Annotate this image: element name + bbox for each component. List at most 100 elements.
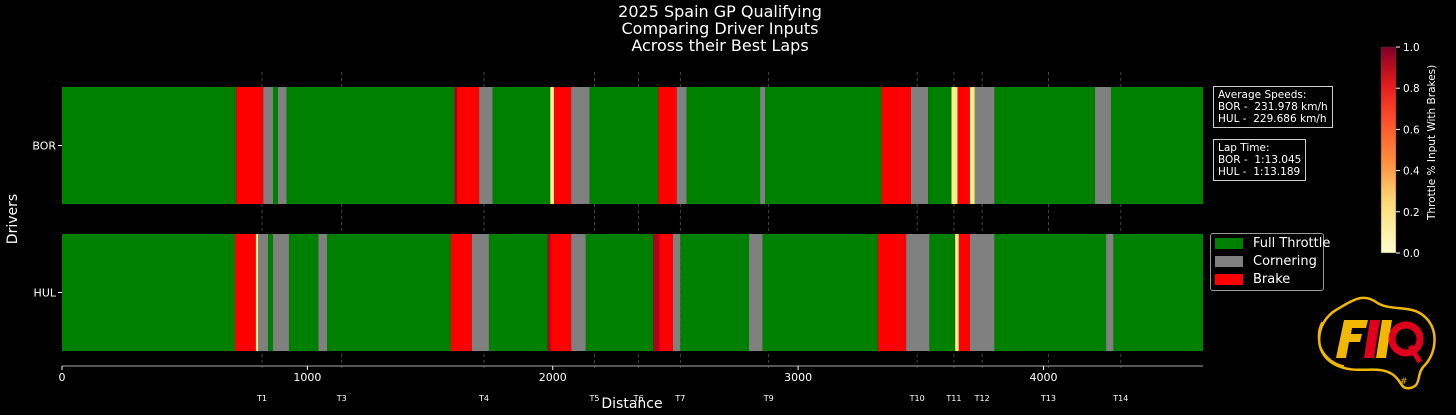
y-axis-label: Drivers — [5, 194, 21, 244]
bar-segment-full — [929, 234, 956, 351]
bar-segment-full — [994, 87, 1096, 204]
bar-segment-brake — [236, 87, 264, 204]
bar-segment-brake — [958, 234, 970, 351]
colorbar-tick-label: 0.0 — [1403, 248, 1420, 260]
bar-segment-partial — [255, 234, 259, 351]
bar-segment-corner — [749, 234, 763, 351]
bar-segment-full — [994, 234, 1107, 351]
corner-label: T12 — [974, 394, 990, 403]
bar-segment-corner — [277, 87, 287, 204]
f1iq-logo: # — [1317, 296, 1436, 390]
bar-segment-brake — [877, 234, 907, 351]
legend-label: Brake — [1253, 272, 1291, 287]
bar-segment-corner — [906, 234, 930, 351]
title-line-2: Comparing Driver Inputs — [621, 19, 819, 38]
corner-label: T7 — [674, 394, 685, 403]
x-tick-label: 1000 — [293, 371, 321, 384]
colorbar-tick-label: 1.0 — [1403, 42, 1420, 54]
bar-segment-full — [585, 234, 654, 351]
corner-label: T3 — [336, 394, 347, 403]
bar-segments — [62, 87, 1203, 351]
bar-segment-full — [273, 87, 278, 204]
colorbar-tick-label: 0.6 — [1403, 124, 1420, 136]
corner-label: T11 — [945, 394, 961, 403]
bar-segment-full — [680, 234, 750, 351]
colorbar-tick-label: 0.4 — [1403, 166, 1420, 178]
y-tick-label: HUL — [34, 287, 57, 300]
bar-segment-brake — [957, 87, 970, 204]
bar-segment-corner — [1095, 87, 1111, 204]
bar-segment-corner — [318, 234, 328, 351]
bar-segment-full — [686, 87, 761, 204]
bar-segment-full — [62, 87, 237, 204]
legend-swatch-brake — [1215, 274, 1243, 285]
corner-label: T10 — [909, 394, 925, 403]
bar-segment-corner — [273, 234, 289, 351]
colorbar-label: Throttle % Input With Brakes) — [1426, 64, 1438, 220]
bar-segment-partial — [951, 87, 958, 204]
bar-segment-corner — [479, 87, 493, 204]
bar-segment-full — [765, 87, 882, 204]
legend-swatch-cornering — [1215, 256, 1243, 267]
corner-label: T6 — [633, 394, 644, 403]
bar-segment-corner — [571, 234, 586, 351]
colorbar-tick-label: 0.8 — [1403, 83, 1420, 95]
bar-segment-full — [492, 87, 551, 204]
bar-segment-corner — [969, 234, 995, 351]
bar-segment-full — [928, 87, 952, 204]
colorbar-gradient — [1380, 46, 1397, 254]
corner-label: T5 — [588, 394, 599, 403]
bar-segment-heavy_brake — [547, 234, 551, 351]
colorbar-tick-label: 0.2 — [1403, 207, 1420, 219]
chart-legend: Full Throttle Cornering Brake — [1210, 233, 1330, 291]
x-axis-label: Distance — [601, 396, 662, 412]
bar-segment-brake — [457, 87, 480, 204]
legend-label: Cornering — [1253, 254, 1317, 269]
bar-segment-brake — [658, 87, 677, 204]
title-line-3: Across their Best Laps — [631, 36, 809, 55]
bar-segment-full — [286, 87, 455, 204]
bar-segment-corner — [263, 87, 274, 204]
x-tick-label: 2000 — [539, 371, 567, 384]
bar-segment-brake — [450, 234, 472, 351]
x-tick-label: 4000 — [1030, 371, 1058, 384]
legend-swatch-full-throttle — [1215, 238, 1243, 249]
bar-segment-corner — [676, 87, 687, 204]
lap-times-box: Lap Time: BOR - 1:13.045 HUL - 1:13.189 — [1213, 139, 1307, 181]
x-tick-label: 0 — [59, 371, 66, 384]
bar-segment-corner — [258, 234, 269, 351]
corner-label: T4 — [478, 394, 489, 403]
bar-segment-full — [1113, 234, 1203, 351]
throttle-colorbar: 0.0 0.2 0.4 0.6 0.8 1.0 — [1380, 42, 1420, 260]
average-speeds-box: Average Speeds: BOR - 231.978 km/h HUL -… — [1213, 86, 1333, 128]
corner-label: T9 — [763, 394, 774, 403]
bar-segment-brake — [659, 234, 673, 351]
bar-segment-full — [327, 234, 451, 351]
bar-segment-partial — [550, 87, 554, 204]
legend-label: Full Throttle — [1253, 236, 1331, 251]
bar-segment-corner — [1106, 234, 1114, 351]
corner-label: T14 — [1112, 394, 1128, 403]
axes: T1 T3 T4 T5 T6 T7 T9 T10 T11 T12 T13 T14 BOR HUL 0 1000… — [5, 140, 1203, 412]
bar-segment-brake — [881, 87, 912, 204]
svg-text:#: # — [1400, 377, 1408, 387]
bar-segment-corner — [911, 87, 929, 204]
bar-segment-brake — [234, 234, 256, 351]
title-line-1: 2025 Spain GP Qualifying — [618, 2, 822, 21]
bar-segment-partial — [969, 87, 975, 204]
bar-segment-full — [268, 234, 274, 351]
bar-segment-corner — [571, 87, 590, 204]
bar-segment-heavy_brake — [454, 87, 458, 204]
bar-segment-brake — [550, 234, 572, 351]
bar-segment-corner — [974, 87, 995, 204]
bar-segment-corner — [471, 234, 489, 351]
corner-label: T13 — [1040, 394, 1056, 403]
bar-segment-full — [589, 87, 659, 204]
bar-segment-full — [1110, 87, 1203, 204]
chart-title: 2025 Spain GP Qualifying Comparing Drive… — [520, 3, 920, 54]
bar-segment-full — [62, 234, 235, 351]
y-tick-label: BOR — [32, 140, 56, 153]
bar-segment-full — [488, 234, 548, 351]
bar-segment-full — [288, 234, 319, 351]
